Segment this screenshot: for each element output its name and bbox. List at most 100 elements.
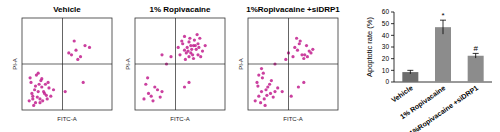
error-bar: [410, 70, 411, 74]
scatter-panel: 1%Ropivacaine +siDRP1FITC-API-A: [238, 5, 340, 122]
event-point: [262, 72, 265, 75]
event-point: [189, 44, 192, 47]
event-point: [178, 53, 181, 56]
event-point: [159, 96, 162, 99]
y-tick-label: 60: [382, 8, 390, 15]
event-point: [296, 49, 299, 52]
plot-frame: [135, 18, 225, 110]
event-point: [29, 81, 32, 84]
event-point: [79, 55, 82, 58]
event-point: [311, 48, 314, 51]
event-point: [40, 77, 43, 80]
event-point: [263, 97, 266, 100]
event-point: [256, 84, 259, 87]
event-point: [38, 97, 41, 100]
event-point: [34, 84, 37, 87]
y-tick-label: 20: [382, 55, 390, 62]
event-point: [146, 76, 149, 79]
x-axis-label: FITC-A: [170, 116, 189, 122]
event-point: [201, 50, 204, 53]
event-point: [187, 50, 190, 53]
event-point: [255, 81, 258, 84]
event-point: [34, 101, 37, 104]
panel-title: 1% Ropivacaine: [150, 5, 211, 14]
event-point: [153, 85, 156, 88]
event-point: [284, 58, 287, 61]
event-point: [28, 99, 31, 102]
event-point: [297, 85, 300, 88]
event-point: [31, 95, 34, 98]
event-point: [194, 44, 197, 47]
event-point: [276, 86, 279, 89]
event-point: [76, 58, 79, 61]
event-point: [299, 39, 302, 42]
quadrant-line: [135, 64, 225, 65]
panel-title: Vehicle: [53, 5, 81, 14]
event-point: [83, 44, 86, 47]
event-point: [273, 90, 276, 93]
panel-title: 1%Ropivacaine +siDRP1: [246, 5, 340, 14]
event-point: [186, 46, 189, 49]
event-point: [142, 97, 145, 100]
event-point: [45, 94, 48, 97]
error-cap: [407, 70, 413, 71]
event-point: [150, 95, 153, 98]
background: [0, 0, 500, 132]
event-point: [260, 67, 263, 70]
event-point: [306, 55, 309, 58]
bar: [435, 27, 451, 82]
y-tick-label: 10: [382, 67, 390, 74]
event-point: [291, 55, 294, 58]
y-axis-label: PI-A: [125, 58, 131, 70]
event-point: [33, 88, 36, 91]
y-tick: [391, 82, 394, 83]
event-point: [264, 88, 267, 91]
event-point: [187, 55, 190, 58]
event-point: [272, 96, 275, 99]
event-point: [265, 94, 268, 97]
event-point: [40, 85, 43, 88]
significance-marker: #: [473, 44, 478, 53]
figure: VehicleFITC-API-A1% RopivacaineFITC-API-…: [0, 0, 500, 132]
event-point: [187, 81, 190, 84]
error-bar: [475, 53, 476, 58]
event-point: [37, 90, 40, 93]
event-point: [73, 39, 76, 42]
points: [248, 18, 338, 110]
plot-frame: [22, 18, 112, 110]
event-point: [64, 90, 67, 93]
y-tick-label: 40: [382, 32, 390, 39]
event-point: [270, 79, 273, 82]
event-point: [260, 90, 263, 93]
y-tick: [391, 47, 394, 48]
event-point: [264, 104, 267, 107]
event-point: [88, 46, 91, 49]
y-axis-label: PI-A: [12, 58, 18, 70]
points: [22, 18, 112, 110]
event-point: [293, 46, 296, 49]
y-tick-label: 50: [382, 20, 390, 27]
event-point: [192, 57, 195, 60]
event-point: [181, 42, 184, 45]
event-point: [302, 57, 305, 60]
event-point: [160, 53, 163, 56]
event-point: [49, 95, 52, 98]
event-point: [188, 37, 191, 40]
event-point: [257, 73, 260, 76]
event-point: [308, 50, 311, 53]
event-point: [47, 81, 50, 84]
event-point: [151, 99, 154, 102]
y-tick: [391, 12, 394, 13]
event-point: [52, 88, 55, 91]
event-point: [257, 95, 260, 98]
event-point: [47, 86, 50, 89]
event-point: [196, 53, 199, 56]
event-point: [180, 39, 183, 42]
y-tick-label: 0: [385, 78, 389, 85]
event-point: [193, 38, 196, 41]
event-point: [204, 44, 207, 47]
event-point: [266, 85, 269, 88]
event-point: [305, 44, 308, 47]
x-tick-label: Vehicle: [390, 84, 414, 104]
event-point: [183, 49, 186, 52]
